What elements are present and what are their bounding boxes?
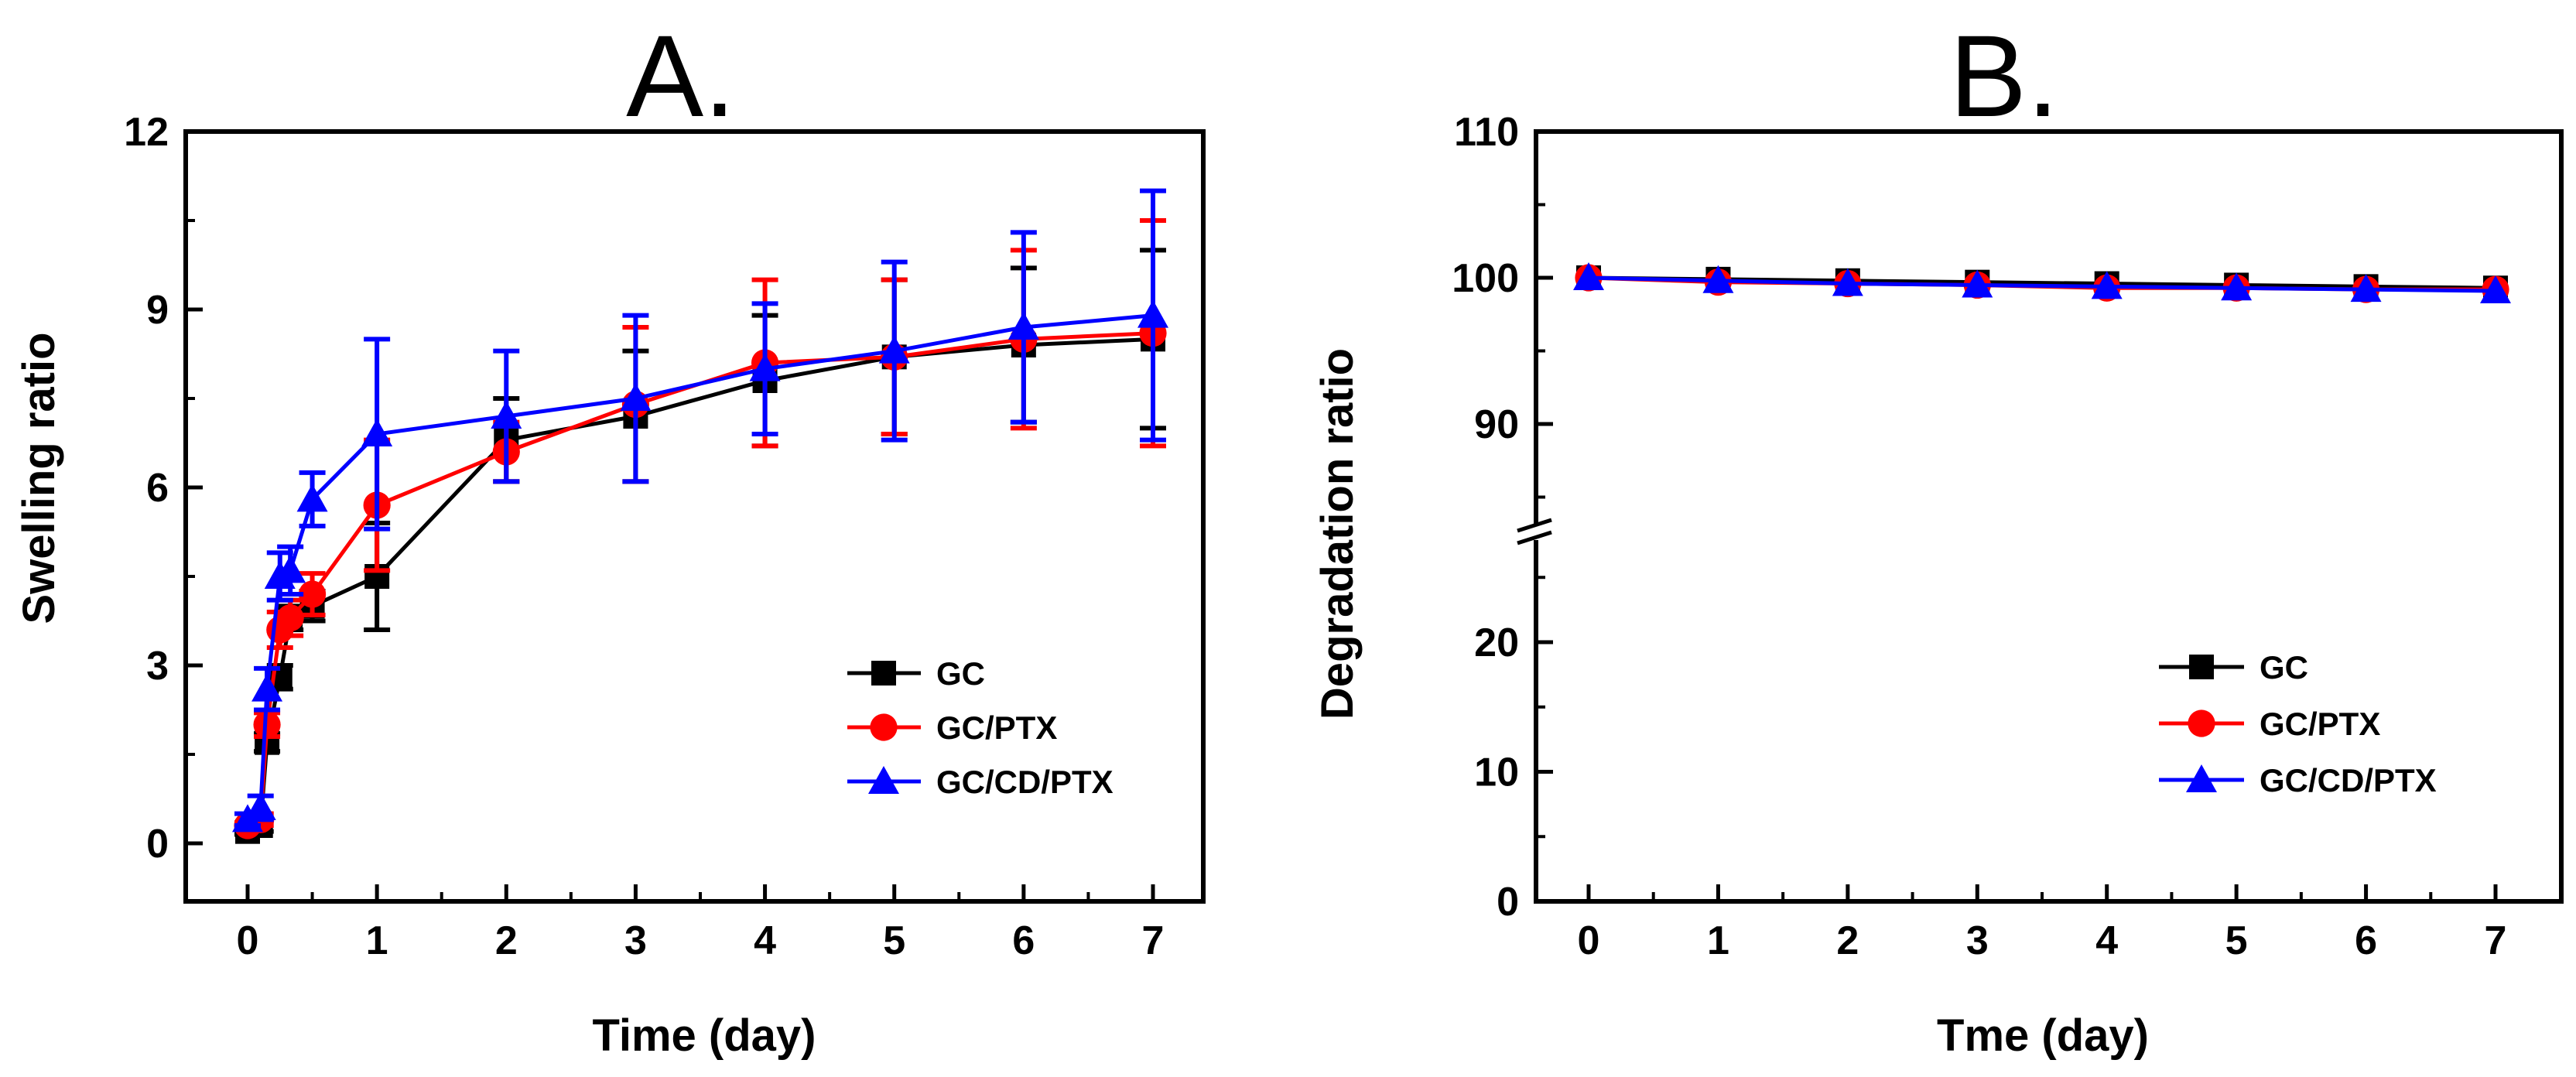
data-point [361,419,393,446]
data-point [296,484,328,512]
x-tick-label: 2 [1836,918,1859,963]
y-tick-label: 3 [146,644,169,689]
x-tick-label: 5 [2225,918,2248,963]
series-gc-cd-ptx [232,188,1168,833]
x-tick-label: 4 [754,918,776,963]
legend-label: GC/CD/PTX [936,764,1114,800]
y-tick-label: 110 [1454,110,1519,155]
panel-a-plot-frame [183,129,1206,904]
data-point [491,401,522,429]
panel-b-plot-frame [1534,129,2564,904]
data-point [2480,275,2511,304]
y-tick-label: 100 [1452,256,1519,301]
panel-b-x-axis-title: Tme (day) [1937,1010,2149,1061]
x-tick-label: 3 [624,918,647,963]
axis-break-mark [1517,530,1552,545]
y-tick-label: 6 [146,466,169,511]
data-point [1702,265,1734,293]
x-tick-label: 2 [495,918,518,963]
data-point [2091,271,2123,299]
y-tick-label: 20 [1474,621,1519,665]
axis-break-mark [1517,518,1552,533]
x-tick-label: 1 [366,918,388,963]
data-point [878,335,910,364]
series-line [1588,275,2496,293]
data-point [253,711,281,739]
x-tick-label: 7 [2485,918,2507,963]
legend-label: GC/PTX [2260,706,2380,742]
panel-b-letter: B. [1949,11,2059,141]
data-point [251,673,283,702]
panel-a-letter: A. [626,11,736,141]
data-point [276,604,304,632]
panel-b: B. Tme (day) Degradation ratio 901001100… [1312,11,2564,1061]
legend-label: GC [2260,649,2308,686]
panel-a-y-axis-title: Swelling ratio [14,332,64,624]
y-tick-label: 9 [146,288,169,333]
x-tick-label: 5 [883,918,905,963]
legend-square-marker [2189,655,2214,679]
legend-square-marker [871,661,896,686]
data-point [749,353,781,381]
y-tick-label: 12 [124,110,169,155]
data-point [2350,274,2382,303]
x-tick-label: 7 [1142,918,1165,963]
x-tick-label: 3 [1966,918,1989,963]
data-point [245,792,276,820]
legend-circle-marker [870,713,898,741]
data-point [620,383,652,411]
x-tick-label: 0 [1578,918,1600,963]
panel-a-x-axis-title: Time (day) [592,1010,816,1061]
panel-b-y-axis-title: Degradation ratio [1312,348,1363,720]
data-point [1137,299,1168,328]
series-gc-cd-ptx [1573,262,2511,304]
x-tick-label: 0 [237,918,259,963]
legend-triangle-marker [2186,764,2217,792]
data-point [1573,262,1604,290]
legend-circle-marker [2188,709,2215,737]
x-tick-label: 4 [2095,918,2118,963]
y-tick-label: 0 [1497,880,1519,925]
y-tick-label: 90 [1474,402,1519,447]
x-tick-label: 6 [2355,918,2377,963]
y-tick-label: 10 [1474,750,1519,795]
y-tick-label: 0 [146,822,169,867]
legend-label: GC/PTX [936,709,1057,746]
x-tick-label: 1 [1707,918,1729,963]
data-point [2221,272,2253,301]
x-tick-label: 6 [1012,918,1035,963]
legend-label: GC [936,655,985,692]
legend-triangle-marker [868,766,899,794]
data-point [298,580,327,608]
data-point [1962,269,1993,298]
data-point [1832,268,1863,296]
data-point [275,555,306,583]
data-point [1007,312,1039,340]
legend-label: GC/CD/PTX [2260,762,2437,798]
